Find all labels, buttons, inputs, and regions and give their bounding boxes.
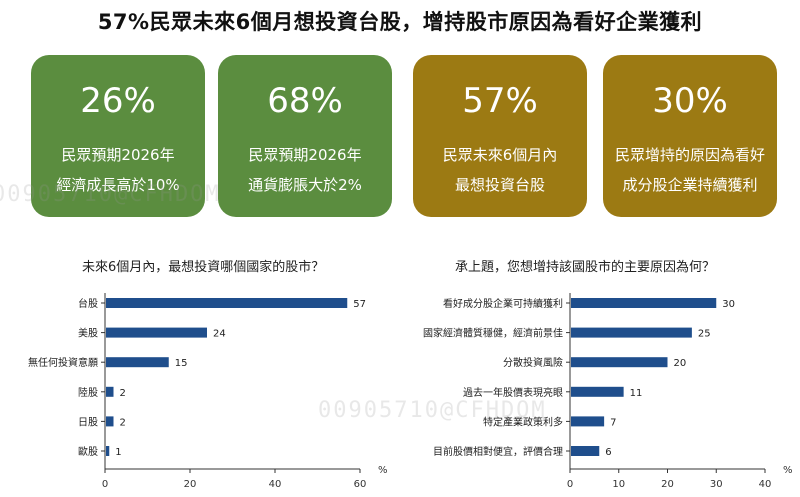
page-title: 57%民眾未來6個月想投資台股，增持股市原因為看好企業獲利: [97, 10, 703, 34]
x-unit-label: %: [783, 465, 793, 476]
bar-value-label: 2: [120, 417, 126, 428]
x-tick-label: 20: [184, 479, 197, 490]
bar-value-label: 6: [605, 447, 611, 458]
bar: [106, 386, 114, 397]
bar: [106, 416, 114, 427]
stat-value: 26%: [80, 81, 156, 121]
bar-value-label: 30: [722, 299, 735, 310]
bar: [571, 446, 600, 456]
x-tick-label: 0: [102, 479, 108, 490]
category-label: 日股: [78, 416, 98, 428]
stat-value: 57%: [462, 81, 538, 121]
bar-value-label: 11: [630, 388, 643, 399]
category-label: 目前股價相對便宜，評價合理: [433, 445, 563, 458]
x-tick-label: 30: [710, 479, 723, 490]
bar-chart-right: 0 10 20 30 40% 看好成分股企業可持續獲利 30 國家經濟體質穩健，經濟前景佳 25…: [423, 293, 793, 490]
stat-label-line2: 經濟成長高於10%: [56, 176, 180, 194]
stat-card-reason: 30% 民眾增持的原因為看好 成分股企業持續獲利: [603, 55, 777, 217]
category-label: 分散投資風險: [503, 356, 563, 369]
watermark: 00905710@CFHDOM: [318, 398, 547, 423]
x-tick-label: 40: [759, 479, 772, 490]
bar: [571, 416, 605, 427]
stat-label-line1: 民眾預期2026年: [248, 146, 362, 164]
x-tick-label: 20: [661, 479, 674, 490]
bar: [571, 357, 668, 368]
x-tick-label: 10: [612, 479, 625, 490]
stat-card-inflation: 68% 民眾預期2026年 通貨膨脹大於2%: [218, 55, 392, 217]
bar-value-label: 57: [353, 299, 366, 310]
stat-label-line1: 民眾增持的原因為看好: [614, 146, 765, 164]
stat-label-line2: 成分股企業持續獲利: [622, 176, 758, 194]
stat-label-line1: 民眾未來6個月內: [442, 146, 558, 164]
chart-title-right: 承上題，您想增持該國股市的主要原因為何？: [455, 260, 716, 275]
x-unit-label: %: [378, 465, 388, 476]
bar-value-label: 25: [698, 329, 711, 340]
bar: [106, 357, 169, 368]
bar: [571, 386, 624, 397]
bar-value-label: 2: [120, 388, 126, 399]
stat-card-growth: 26% 民眾預期2026年 經濟成長高於10%: [31, 55, 205, 217]
bar-value-label: 20: [674, 358, 687, 369]
category-label: 台股: [78, 297, 98, 310]
bar-value-label: 24: [213, 329, 226, 340]
stat-card-taiwan-stocks: 57% 民眾未來6個月內 最想投資台股: [413, 55, 587, 217]
bar-value-label: 15: [175, 358, 188, 369]
chart-title-left: 未來6個月內，最想投資哪個國家的股市？: [82, 260, 325, 275]
category-label: 無任何投資意願: [28, 356, 98, 369]
stat-value: 30%: [652, 81, 728, 121]
category-label: 看好成分股企業可持續獲利: [443, 297, 563, 310]
bar: [106, 298, 348, 308]
x-tick-label: 60: [354, 479, 367, 490]
category-label: 陸股: [78, 386, 98, 399]
bar: [571, 298, 717, 308]
stat-value: 68%: [267, 81, 343, 121]
x-tick-label: 0: [567, 479, 573, 490]
category-label: 歐股: [78, 445, 98, 458]
category-label: 過去一年股價表現亮眼: [463, 386, 563, 399]
category-label: 國家經濟體質穩健，經濟前景佳: [423, 327, 563, 340]
category-label: 美股: [78, 327, 98, 340]
category-label: 特定產業政策利多: [483, 415, 563, 428]
stat-label-line1: 民眾預期2026年: [61, 146, 175, 164]
bar: [106, 446, 110, 456]
bar: [571, 327, 692, 338]
x-tick-label: 40: [269, 479, 282, 490]
bar-value-label: 1: [115, 447, 121, 458]
bar-chart-left: 0 20 40 60% 台股 57 美股 24 無任何投資意願 15 陸股 2 日股 2 歐股 1: [28, 293, 388, 490]
stat-label-line2: 最想投資台股: [454, 176, 545, 194]
stat-label-line2: 通貨膨脹大於2%: [248, 176, 362, 194]
watermark: 00905710@CFHDOM: [0, 182, 221, 207]
bar: [106, 327, 207, 338]
bar-value-label: 7: [610, 417, 616, 428]
